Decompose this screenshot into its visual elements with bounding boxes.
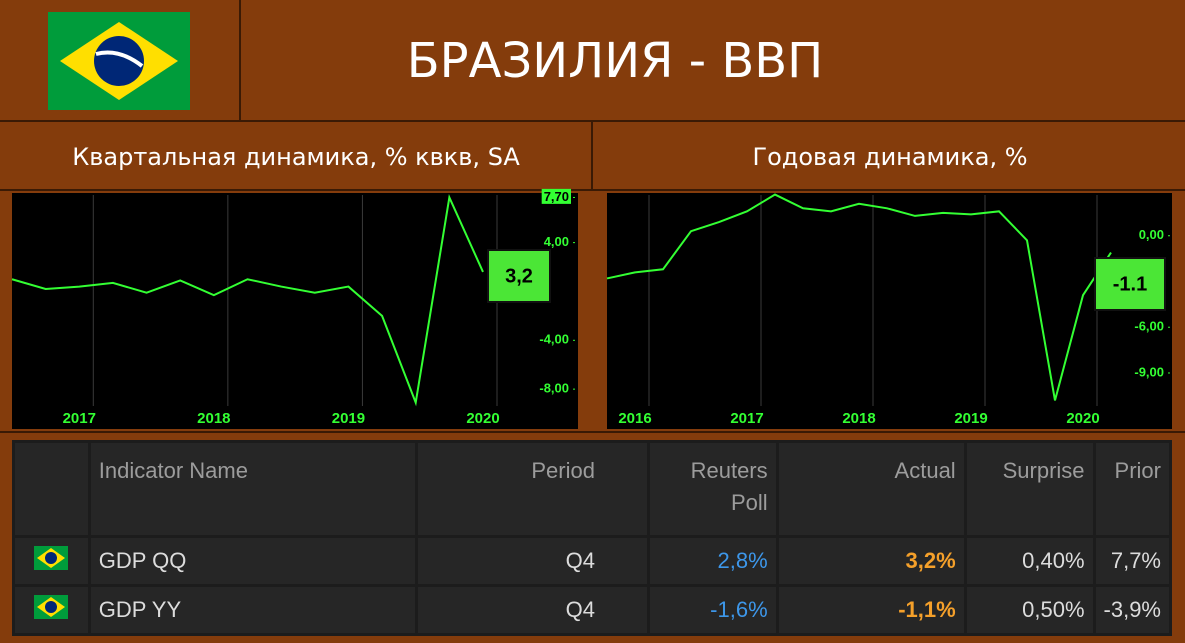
y-tick-label: 0,00 — [1139, 227, 1164, 242]
flag-cell — [15, 587, 88, 633]
chart-bg — [12, 193, 578, 429]
x-tick-label: 2017 — [730, 410, 763, 427]
col-header: Actual — [778, 443, 964, 535]
table-cell: -3,9% — [1095, 587, 1169, 633]
x-tick-label: 2017 — [63, 410, 96, 427]
table-cell: -1,1% — [778, 587, 964, 633]
x-tick-label: 2018 — [197, 410, 230, 427]
col-header: Surprise — [966, 443, 1093, 535]
x-tick-label: 2020 — [1066, 410, 1099, 427]
table-cell: GDP QQ — [90, 538, 415, 584]
table-row: GDP QQ Q4 2,8% 3,2% 0,40% 7,7% — [15, 538, 1169, 584]
callout-label: 3,2 — [505, 265, 533, 287]
flag — [48, 12, 190, 110]
table-row: GDP YY Q4 -1,6% -1,1% 0,50% -3,9% — [15, 587, 1169, 633]
flag-col — [15, 443, 88, 535]
y-tick-label: -9,00 — [1134, 364, 1164, 379]
table-cell: -1,6% — [649, 587, 776, 633]
y-tick-label: 7,70 — [544, 189, 569, 204]
y-tick-label: -6,00 — [1134, 319, 1164, 334]
indicator-table: Indicator Name Period Reuters Poll Actua… — [12, 440, 1172, 636]
x-tick-label: 2019 — [954, 410, 987, 427]
x-tick-label: 2016 — [618, 410, 651, 427]
table-cell: 3,2% — [778, 538, 964, 584]
chart-bg — [607, 193, 1172, 429]
data-line — [606, 193, 1112, 401]
borders — [0, 0, 1185, 433]
chart-title: Годовая динамика, % — [752, 143, 1027, 171]
col-header: Indicator Name — [90, 443, 415, 535]
x-tick-label: 2020 — [466, 410, 499, 427]
y-tick-label: -4,00 — [539, 332, 569, 347]
page-title: БРАЗИЛИЯ - ВВП — [407, 33, 824, 89]
table-cell: 0,40% — [966, 538, 1093, 584]
chart-title: Квартальная динамика, % квкв, SA — [72, 143, 520, 171]
col-header: Reuters Poll — [649, 443, 776, 535]
data-line — [11, 194, 484, 407]
table-cell: 7,7% — [1095, 538, 1169, 584]
callout-box — [1094, 257, 1166, 311]
table-cell: Q4 — [417, 587, 647, 633]
y-tick-label: 4,00 — [544, 234, 569, 249]
y-tick-label: -8,00 — [539, 381, 569, 396]
x-tick-label: 2019 — [332, 410, 365, 427]
table-cell: GDP YY — [90, 587, 415, 633]
value-tag — [541, 188, 571, 204]
callout-label: -1.1 — [1113, 273, 1147, 295]
table-cell: 0,50% — [966, 587, 1093, 633]
table-header: Indicator Name Period Reuters Poll Actua… — [15, 443, 1169, 535]
x-tick-label: 2018 — [842, 410, 875, 427]
table-cell: Q4 — [417, 538, 647, 584]
flag-cell — [15, 538, 88, 584]
col-header: Prior — [1095, 443, 1169, 535]
table-cell: 2,8% — [649, 538, 776, 584]
callout-box — [487, 249, 551, 303]
col-header: Period — [417, 443, 647, 535]
